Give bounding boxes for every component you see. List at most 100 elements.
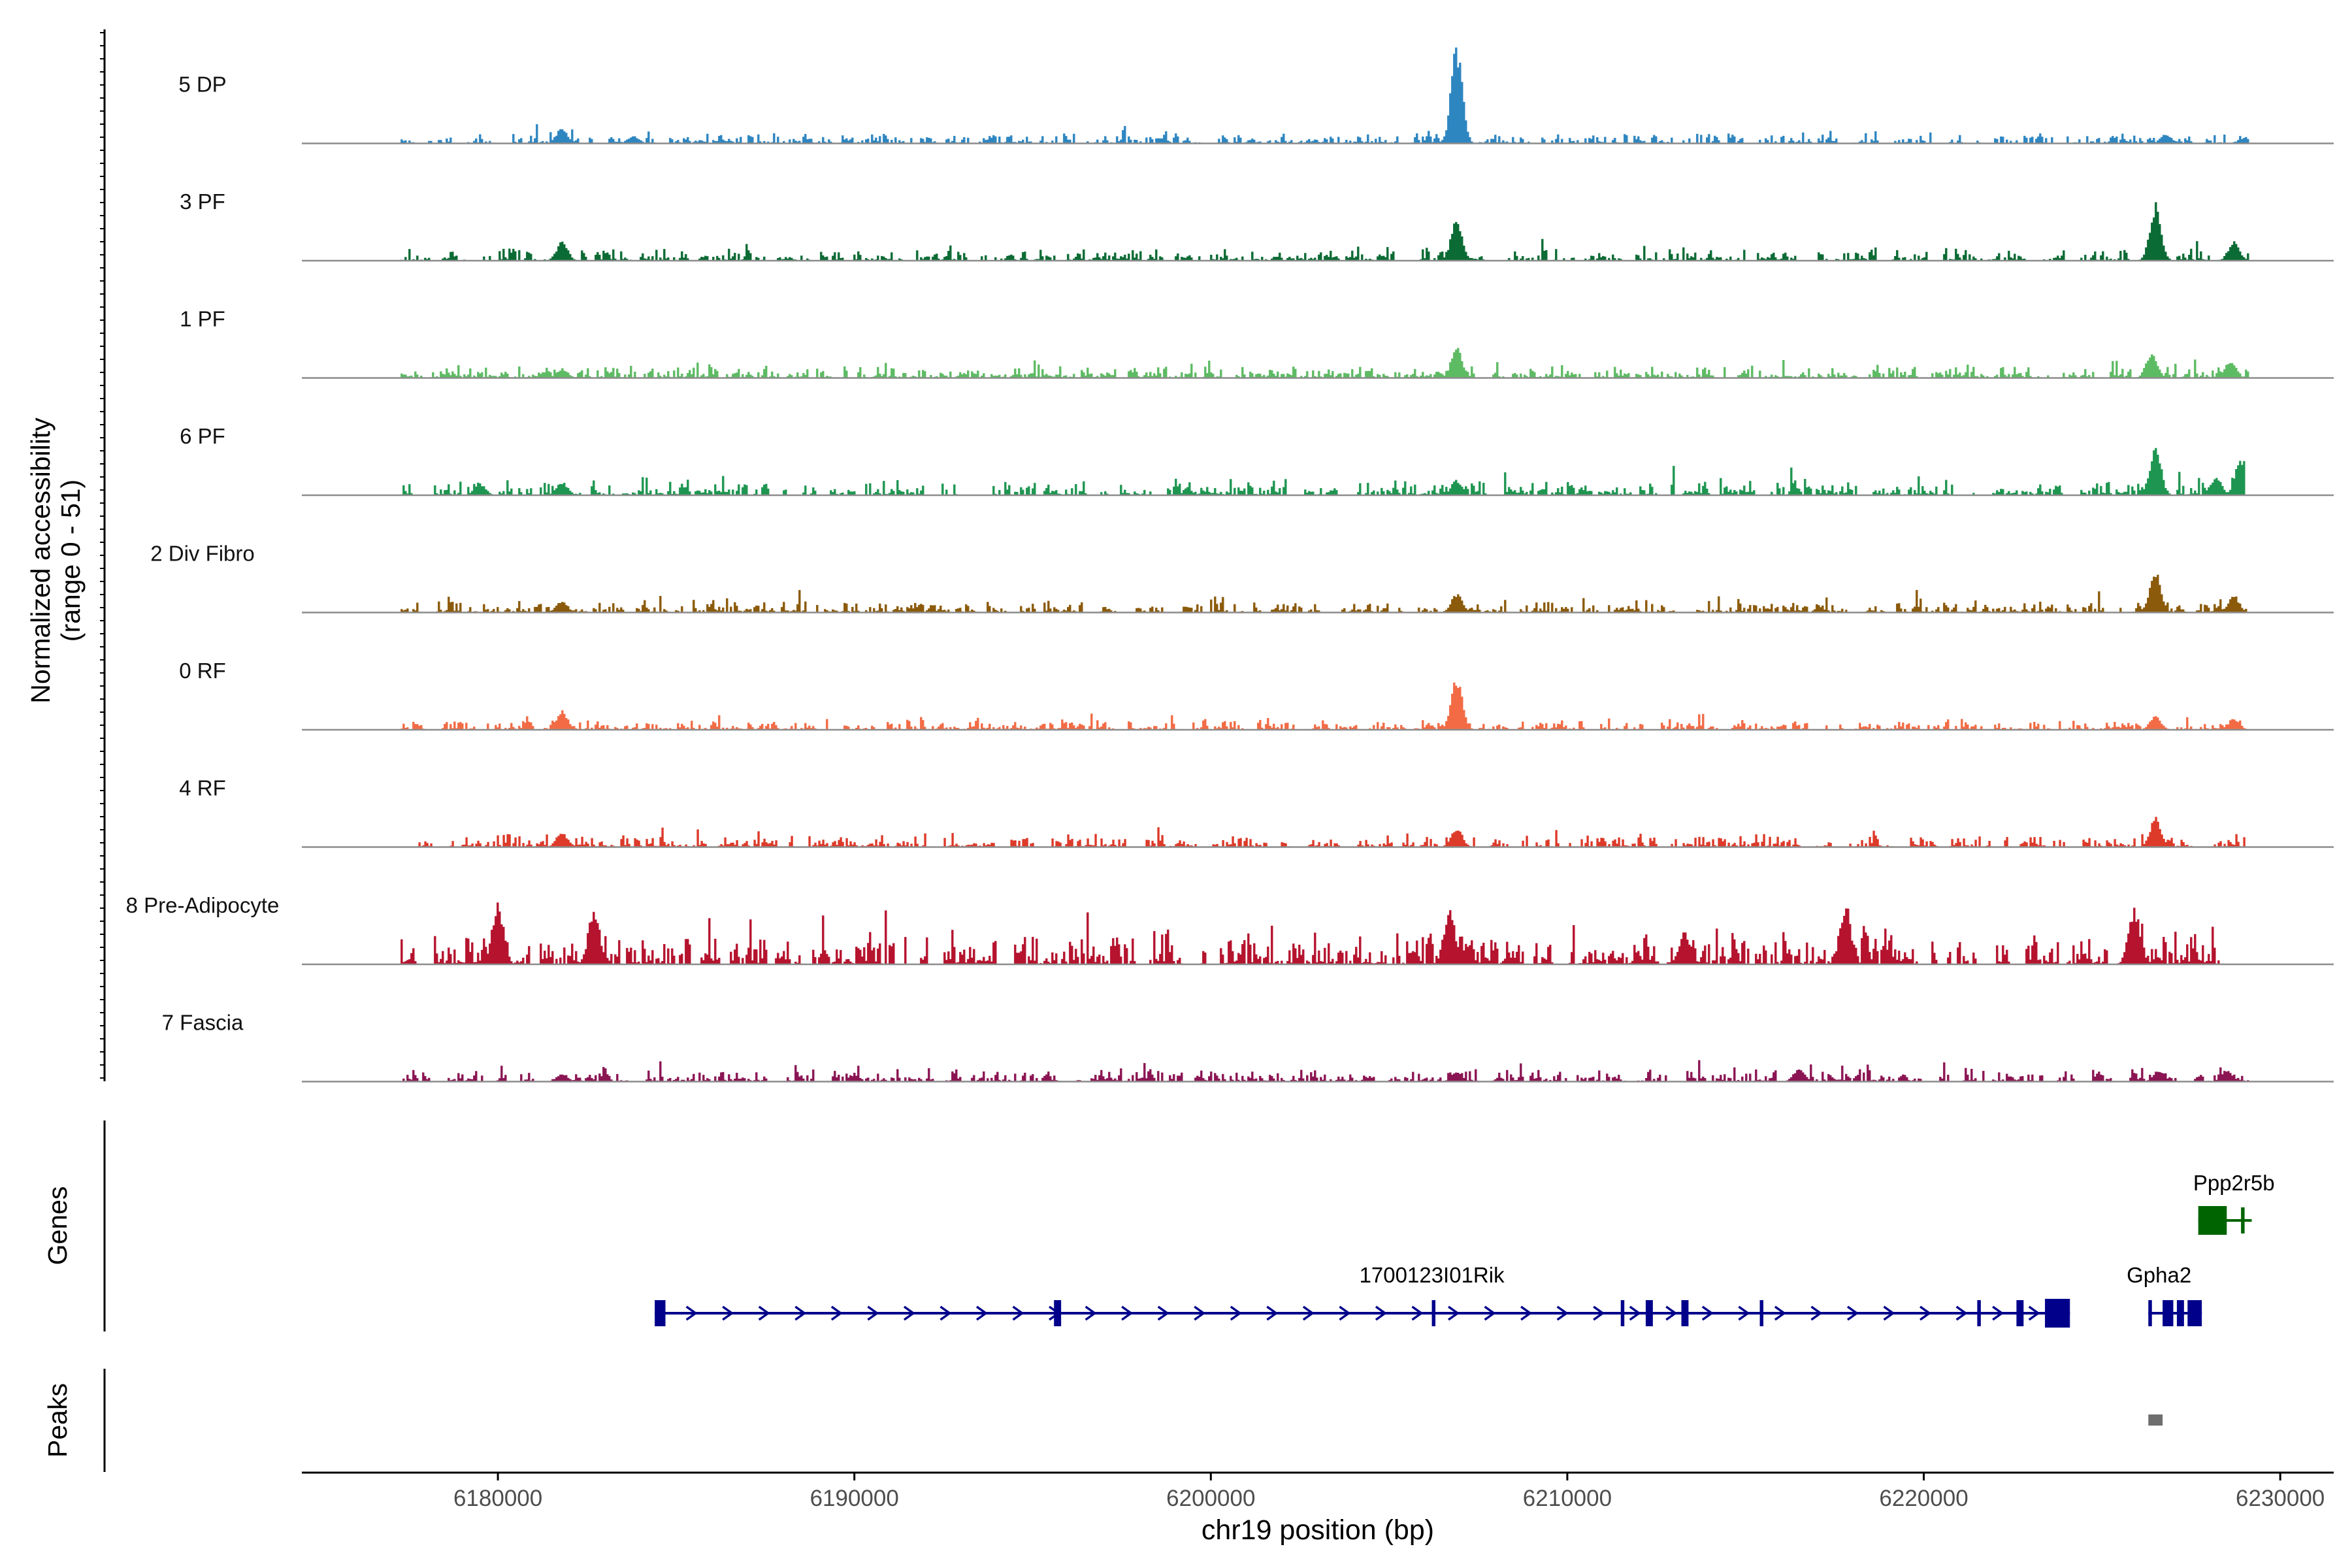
y-axis-title-line1: Normalized accessibility <box>25 417 56 704</box>
gene-exon <box>2016 1300 2024 1326</box>
track-label: 1 PF <box>180 307 225 331</box>
gene-ppp2r5b: Ppp2r5b <box>2193 1171 2275 1235</box>
gene-exon <box>1620 1300 1625 1326</box>
gene-exon <box>2148 1300 2152 1326</box>
gene-exon <box>2163 1300 2174 1326</box>
peak-region <box>2148 1414 2163 1426</box>
gene-exon <box>1645 1300 1653 1326</box>
strand-arrow <box>1411 1305 1424 1321</box>
track-signal <box>400 574 2249 613</box>
strand-arrow <box>976 1305 988 1321</box>
strand-arrow <box>1012 1305 1024 1321</box>
gene-exon <box>655 1300 666 1326</box>
gene-exon <box>1054 1300 1062 1326</box>
strand-arrow <box>794 1305 807 1321</box>
track-label: 0 RF <box>179 659 226 683</box>
strand-arrow <box>1484 1305 1496 1321</box>
gene-exon <box>1977 1300 1981 1326</box>
strand-arrow <box>939 1305 952 1321</box>
strand-arrow <box>1665 1305 1678 1321</box>
track-label: 4 RF <box>179 776 226 800</box>
strand-arrow <box>1955 1305 1968 1321</box>
gene-exon <box>2187 1300 2202 1326</box>
x-axis: 6180000 6190000 6200000 6210000 6220000 62300… <box>302 1471 2334 1511</box>
track-signal <box>400 448 2246 495</box>
track-signal <box>400 902 2220 964</box>
y-axis <box>100 29 106 1081</box>
gene-exon <box>2241 1207 2245 1233</box>
strand-arrow <box>1302 1305 1315 1321</box>
x-axis-title: chr19 position (bp) <box>1201 1514 1434 1546</box>
strand-arrow <box>1339 1305 1351 1321</box>
track-2-div-fibro: 2 Div Fibro <box>150 542 2334 613</box>
strand-arrow <box>722 1305 734 1321</box>
track-signal <box>418 817 2246 847</box>
gene-exon <box>2176 1300 2184 1326</box>
track-4-rf: 4 RF <box>179 776 2334 848</box>
x-tick-label: 6200000 <box>1166 1486 1255 1511</box>
peak-regions <box>2148 1414 2163 1426</box>
strand-arrow <box>1448 1305 1460 1321</box>
gene-gpha2: Gpha2 <box>2127 1263 2202 1326</box>
strand-arrow <box>1810 1305 1823 1321</box>
gene-exon <box>2045 1299 2070 1328</box>
gene-exon <box>2198 1206 2227 1235</box>
strand-arrow <box>1846 1305 1859 1321</box>
strand-arrow <box>1266 1305 1279 1321</box>
strand-arrow <box>1593 1305 1605 1321</box>
strand-arrow <box>1629 1305 1641 1321</box>
track-label: 5 DP <box>178 73 226 97</box>
x-tick-label: 6190000 <box>810 1486 899 1511</box>
track-signal <box>400 1060 2249 1082</box>
track-1-pf: 1 PF <box>180 307 2334 379</box>
gene-name: Gpha2 <box>2127 1263 2191 1287</box>
track-label: 2 Div Fibro <box>150 542 255 566</box>
y-axis-title-line2: (range 0 - 51) <box>56 480 86 642</box>
track-signal <box>400 47 2249 144</box>
gene-annotations: 1700123I01Rik Gpha2 Ppp2r5b <box>655 1171 2275 1328</box>
strand-arrow <box>1194 1305 1206 1321</box>
gene-exon <box>1681 1300 1689 1326</box>
strand-arrow <box>685 1305 698 1321</box>
coverage-tracks: 5 DP 3 PF 1 PF 6 PF 2 Div Fibro 0 RF 4 RF 8 Pre… <box>126 47 2334 1083</box>
strand-arrow <box>1738 1305 1750 1321</box>
gene-exon <box>1759 1300 1764 1326</box>
strand-arrow <box>1157 1305 1169 1321</box>
strand-arrow <box>903 1305 915 1321</box>
strand-arrow <box>1919 1305 1932 1321</box>
strand-arrow <box>1556 1305 1569 1321</box>
gene-1700123i01rik: 1700123I01Rik <box>655 1263 2070 1328</box>
peaks-panel-label: Peaks <box>42 1383 73 1458</box>
track-label: 6 PF <box>180 424 225 448</box>
gene-name: 1700123I01Rik <box>1360 1263 1505 1287</box>
strand-arrow <box>2028 1305 2040 1321</box>
x-tick-label: 6220000 <box>1879 1486 1968 1511</box>
track-label: 8 Pre-Adipocyte <box>126 893 280 917</box>
x-tick-label: 6230000 <box>2236 1486 2325 1511</box>
strand-arrow <box>1085 1305 1097 1321</box>
track-0-rf: 0 RF <box>179 659 2334 731</box>
strand-arrow <box>1883 1305 1895 1321</box>
x-tick-label: 6180000 <box>453 1486 542 1511</box>
track-3-pf: 3 PF <box>180 189 2334 262</box>
track-signal <box>400 682 2249 730</box>
strand-arrow <box>830 1305 843 1321</box>
strand-arrow <box>1701 1305 1714 1321</box>
genes-panel-label: Genes <box>42 1186 73 1266</box>
track-5-dp: 5 DP <box>178 47 2334 144</box>
x-tick-label: 6210000 <box>1523 1486 1612 1511</box>
gene-exon <box>1431 1300 1436 1326</box>
track-signal <box>400 348 2249 378</box>
strand-arrow <box>1520 1305 1533 1321</box>
strand-arrow <box>1992 1305 2004 1321</box>
track-signal <box>400 202 2249 261</box>
track-8-pre-adipocyte: 8 Pre-Adipocyte <box>126 893 2334 966</box>
track-6-pf: 6 PF <box>180 424 2334 497</box>
gene-name: Ppp2r5b <box>2193 1171 2275 1195</box>
strand-arrow <box>758 1305 770 1321</box>
strand-arrow <box>1230 1305 1242 1321</box>
strand-arrow <box>1121 1305 1134 1321</box>
strand-arrow <box>1774 1305 1786 1321</box>
track-label: 7 Fascia <box>162 1011 244 1035</box>
